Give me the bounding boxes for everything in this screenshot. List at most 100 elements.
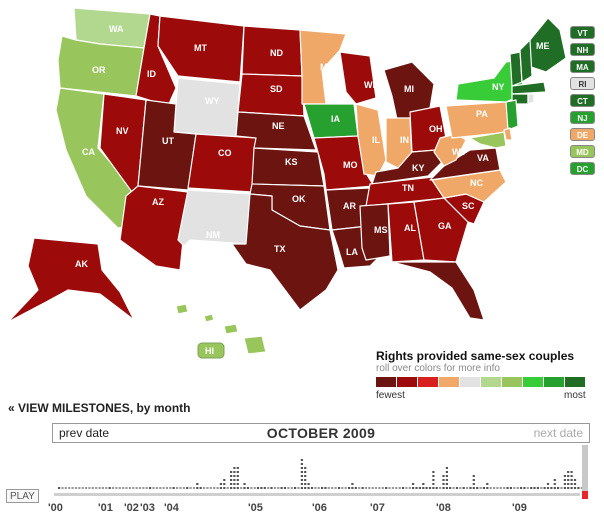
state-nd[interactable] [241, 25, 303, 77]
month-milestone-column[interactable] [260, 487, 263, 489]
month-milestone-column[interactable] [553, 479, 556, 489]
month-milestone-column[interactable] [462, 487, 465, 489]
month-milestone-column[interactable] [277, 487, 280, 489]
month-milestone-column[interactable] [108, 487, 111, 489]
state-chip-md[interactable]: MD [570, 145, 595, 158]
state-chip-nj[interactable]: NJ [570, 111, 595, 124]
month-milestone-column[interactable] [58, 487, 61, 489]
month-milestone-column[interactable] [540, 487, 543, 489]
state-hi[interactable] [203, 313, 215, 323]
legend-swatch-3[interactable] [418, 377, 438, 387]
month-milestone-column[interactable] [472, 475, 475, 489]
month-milestone-column[interactable] [287, 487, 290, 489]
legend-swatch-8[interactable] [523, 377, 543, 387]
month-milestone-column[interactable] [398, 487, 401, 489]
month-milestone-column[interactable] [395, 487, 398, 489]
state-wi[interactable] [339, 51, 377, 105]
month-milestone-column[interactable] [513, 487, 516, 489]
legend-swatch-5[interactable] [460, 377, 480, 387]
month-milestone-column[interactable] [246, 487, 249, 489]
month-milestone-column[interactable] [418, 487, 421, 489]
month-milestone-column[interactable] [135, 487, 138, 489]
state-me[interactable] [527, 17, 567, 73]
month-milestone-column[interactable] [327, 487, 330, 489]
month-milestone-column[interactable] [482, 487, 485, 489]
legend-swatch-1[interactable] [376, 377, 396, 387]
month-milestone-column[interactable] [128, 487, 131, 489]
state-nj[interactable] [505, 99, 519, 131]
state-hi[interactable] [223, 323, 239, 335]
month-milestone-column[interactable] [378, 487, 381, 489]
legend-swatch-9[interactable] [544, 377, 564, 387]
timeline-track[interactable] [54, 493, 580, 496]
state-chip-ct[interactable]: CT [570, 94, 595, 107]
month-milestone-column[interactable] [499, 487, 502, 489]
month-milestone-column[interactable] [486, 483, 489, 489]
month-milestone-column[interactable] [580, 487, 583, 489]
month-milestone-column[interactable] [176, 487, 179, 489]
month-milestone-column[interactable] [186, 487, 189, 489]
month-milestone-column[interactable] [442, 475, 445, 489]
month-milestone-column[interactable] [550, 487, 553, 489]
state-tx[interactable] [231, 193, 339, 311]
month-milestone-column[interactable] [455, 487, 459, 489]
month-milestone-column[interactable] [122, 487, 125, 489]
month-milestone-column[interactable] [368, 487, 371, 489]
month-milestone-column[interactable] [270, 487, 273, 489]
month-milestone-column[interactable] [132, 487, 135, 489]
month-milestone-column[interactable] [364, 487, 367, 489]
month-milestone-column[interactable] [61, 487, 64, 489]
month-milestone-column[interactable] [348, 487, 351, 489]
legend-swatch-10[interactable] [565, 377, 585, 387]
month-milestone-column[interactable] [111, 487, 115, 489]
state-ak[interactable] [7, 237, 135, 323]
month-milestone-column[interactable] [337, 487, 341, 489]
month-milestone-column[interactable] [567, 471, 570, 489]
month-milestone-column[interactable] [78, 487, 81, 489]
month-milestone-column[interactable] [236, 467, 239, 489]
month-milestone-column[interactable] [64, 487, 67, 489]
month-milestone-column[interactable] [415, 487, 418, 489]
month-milestone-column[interactable] [88, 487, 91, 489]
month-milestone-column[interactable] [334, 487, 337, 489]
month-milestone-column[interactable] [209, 487, 212, 489]
month-milestone-column[interactable] [516, 487, 519, 489]
month-milestone-column[interactable] [149, 487, 152, 489]
month-milestone-column[interactable] [203, 487, 206, 489]
month-milestone-column[interactable] [408, 487, 411, 489]
state-ks[interactable] [251, 147, 325, 187]
month-milestone-column[interactable] [74, 487, 78, 489]
month-milestone-column[interactable] [189, 487, 192, 489]
state-chip-vt[interactable]: VT [570, 26, 595, 39]
month-milestone-column[interactable] [479, 487, 482, 489]
month-milestone-column[interactable] [152, 487, 155, 489]
month-milestone-column[interactable] [358, 487, 361, 489]
month-milestone-column[interactable] [466, 487, 469, 489]
month-milestone-column[interactable] [577, 487, 580, 489]
state-nm[interactable] [177, 189, 253, 247]
milestone-histogram[interactable] [52, 443, 590, 501]
month-milestone-column[interactable] [493, 487, 496, 489]
month-milestone-column[interactable] [85, 487, 88, 489]
month-milestone-column[interactable] [226, 487, 229, 489]
month-milestone-column[interactable] [503, 487, 506, 489]
timeline-slider-handle[interactable] [582, 445, 588, 491]
month-milestone-column[interactable] [162, 487, 165, 489]
month-milestone-column[interactable] [307, 483, 310, 489]
month-milestone-column[interactable] [169, 487, 172, 489]
month-milestone-column[interactable] [95, 487, 98, 489]
month-milestone-column[interactable] [273, 487, 276, 489]
state-chip-nh[interactable]: NH [570, 43, 595, 56]
month-milestone-column[interactable] [159, 487, 162, 489]
state-fl[interactable] [391, 261, 485, 321]
state-az[interactable] [119, 185, 189, 271]
month-milestone-column[interactable] [300, 459, 303, 489]
state-ia[interactable] [303, 103, 359, 139]
month-milestone-column[interactable] [445, 467, 448, 489]
state-ma[interactable] [511, 81, 547, 95]
state-nh[interactable] [519, 39, 533, 83]
month-milestone-column[interactable] [331, 487, 334, 489]
month-milestone-column[interactable] [199, 487, 202, 489]
state-mn[interactable] [299, 29, 347, 105]
state-chip-ma[interactable]: MA [570, 60, 595, 73]
